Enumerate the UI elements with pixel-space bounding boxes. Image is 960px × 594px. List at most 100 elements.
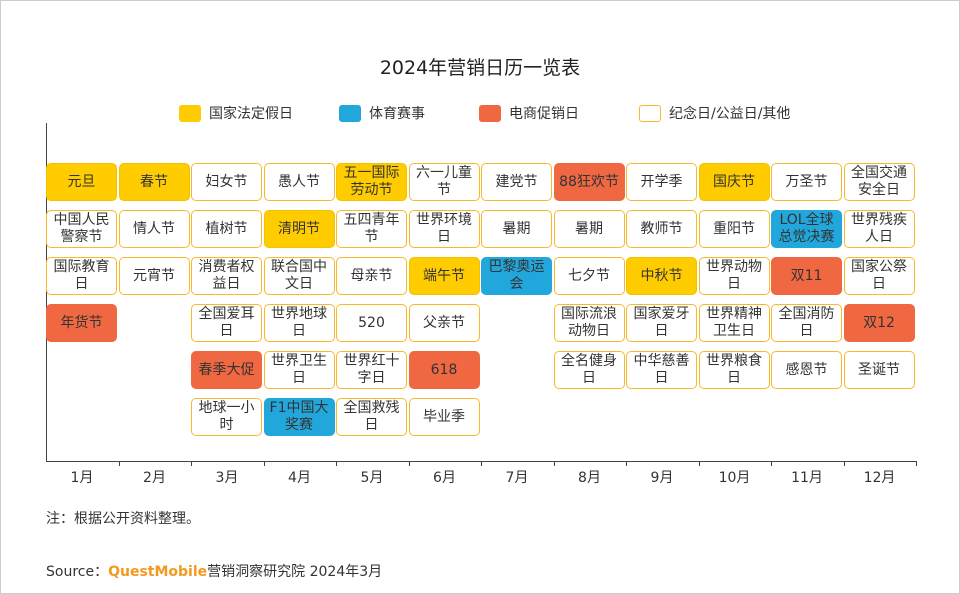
event-cell: 植树节: [191, 210, 262, 248]
event-cell: 开学季: [626, 163, 697, 201]
legend-swatch: [639, 104, 661, 122]
event-cell: 国际流浪动物日: [553, 304, 625, 342]
month-label: 3月: [215, 470, 239, 486]
event-cell: 双12: [843, 304, 915, 342]
legend-label: 电商促销日: [509, 106, 579, 122]
event-cell: 父亲节: [408, 304, 480, 342]
legend-label: 国家法定假日: [209, 106, 293, 122]
event-cell: 愚人节: [263, 163, 335, 201]
x-tick: [481, 461, 482, 466]
legend-label: 纪念日/公益日/其他: [669, 106, 791, 122]
event-cell: 地球一小时: [191, 398, 262, 436]
event-cell: 万圣节: [771, 163, 842, 201]
event-cell: 世界残疾人日: [843, 210, 915, 248]
event-cell: 全国救残日: [336, 398, 407, 436]
event-cell: 世界地球日: [263, 304, 335, 342]
legend-swatch: [479, 104, 501, 122]
month-label: 10月: [718, 470, 751, 486]
x-tick: [191, 461, 192, 466]
event-cell: 情人节: [118, 210, 190, 248]
event-cell: 88狂欢节: [553, 163, 625, 201]
event-cell: 暑期: [481, 210, 552, 248]
event-cell: LOL全球总觉决赛: [771, 210, 842, 248]
event-cell: 世界粮食日: [698, 351, 770, 389]
event-cell: 消费者权益日: [191, 257, 262, 295]
event-cell: 端午节: [408, 257, 480, 295]
event-cell: 中秋节: [626, 257, 697, 295]
x-tick: [408, 461, 410, 466]
legend-swatch: [339, 104, 361, 122]
legend-swatch: [179, 104, 201, 122]
month-label: 2月: [143, 470, 166, 486]
x-tick: [118, 461, 120, 466]
event-cell: 五四青年节: [336, 210, 407, 248]
event-cell: 清明节: [263, 210, 335, 248]
event-cell: 教师节: [626, 210, 697, 248]
event-cell: 国家公祭日: [843, 257, 915, 295]
x-tick: [626, 461, 627, 466]
event-cell: 世界红十字日: [336, 351, 407, 389]
month-label: 4月: [288, 470, 311, 486]
event-cell: 国际教育日: [46, 257, 117, 295]
month-label: 5月: [360, 470, 384, 486]
event-cell: 妇女节: [191, 163, 262, 201]
legend-label: 体育赛事: [369, 106, 425, 122]
event-cell: 世界动物日: [698, 257, 770, 295]
source-suffix: 营销洞察研究院 2024年3月: [207, 564, 383, 580]
event-cell: 全国爱耳日: [191, 304, 262, 342]
event-cell: 618: [408, 351, 480, 389]
month-label: 12月: [863, 470, 896, 486]
event-cell: 建党节: [481, 163, 552, 201]
event-cell: 双11: [771, 257, 842, 295]
event-cell: 年货节: [46, 304, 117, 342]
event-cell: 圣诞节: [843, 351, 915, 389]
event-cell: 520: [336, 304, 407, 342]
x-tick: [553, 461, 555, 466]
event-cell: 五一国际劳动节: [336, 163, 407, 201]
x-tick: [263, 461, 265, 466]
legend: 国家法定假日 体育赛事 电商促销日 纪念日/公益日/其他: [1, 103, 959, 125]
event-cell: 元旦: [46, 163, 117, 201]
event-cell: 中华慈善日: [626, 351, 697, 389]
month-label: 8月: [578, 470, 601, 486]
event-cell: 暑期: [553, 210, 625, 248]
month-label: 1月: [70, 470, 94, 486]
event-cell: 全国消防日: [771, 304, 842, 342]
event-cell: 母亲节: [336, 257, 407, 295]
event-cell: 世界卫生日: [263, 351, 335, 389]
event-cell: 感恩节: [771, 351, 842, 389]
x-tick: [336, 461, 337, 466]
month-label: 11月: [791, 470, 823, 486]
x-tick: [771, 461, 772, 466]
month-label: 6月: [433, 470, 456, 486]
x-tick: [698, 461, 700, 466]
month-label: 7月: [505, 470, 529, 486]
source-line: Source：QuestMobile营销洞察研究院 2024年3月: [46, 561, 382, 581]
event-cell: 世界精神卫生日: [698, 304, 770, 342]
event-cell: 毕业季: [408, 398, 480, 436]
event-cell: 六一儿童节: [408, 163, 480, 201]
chart-title: 2024年营销日历一览表: [379, 57, 581, 79]
questmobile-logo-text: QuestMobile: [108, 564, 208, 580]
event-cell: F1中国大奖赛: [263, 398, 335, 436]
footnote: 注：根据公开资料整理。: [46, 511, 200, 527]
event-cell: 国庆节: [698, 163, 770, 201]
event-cell: 联合国中文日: [263, 257, 335, 295]
month-label: 9月: [650, 470, 674, 486]
event-cell: 重阳节: [698, 210, 770, 248]
event-cell: 全名健身日: [553, 351, 625, 389]
x-tick: [916, 461, 917, 466]
event-cell: 巴黎奥运会: [481, 257, 552, 295]
event-cell: 元宵节: [118, 257, 190, 295]
source-prefix: Source：: [46, 564, 109, 580]
event-cell: 世界环境日: [408, 210, 480, 248]
event-cell: 全国交通安全日: [843, 163, 915, 201]
legend-item-holiday: 国家法定假日: [179, 103, 293, 123]
legend-item-sports: 体育赛事: [339, 103, 425, 123]
event-cell: 中国人民警察节: [46, 210, 117, 248]
legend-item-other: 纪念日/公益日/其他: [639, 103, 790, 123]
event-cell: 七夕节: [553, 257, 625, 295]
event-cell: 国家爱牙日: [626, 304, 697, 342]
legend-item-ecommerce: 电商促销日: [479, 103, 579, 123]
